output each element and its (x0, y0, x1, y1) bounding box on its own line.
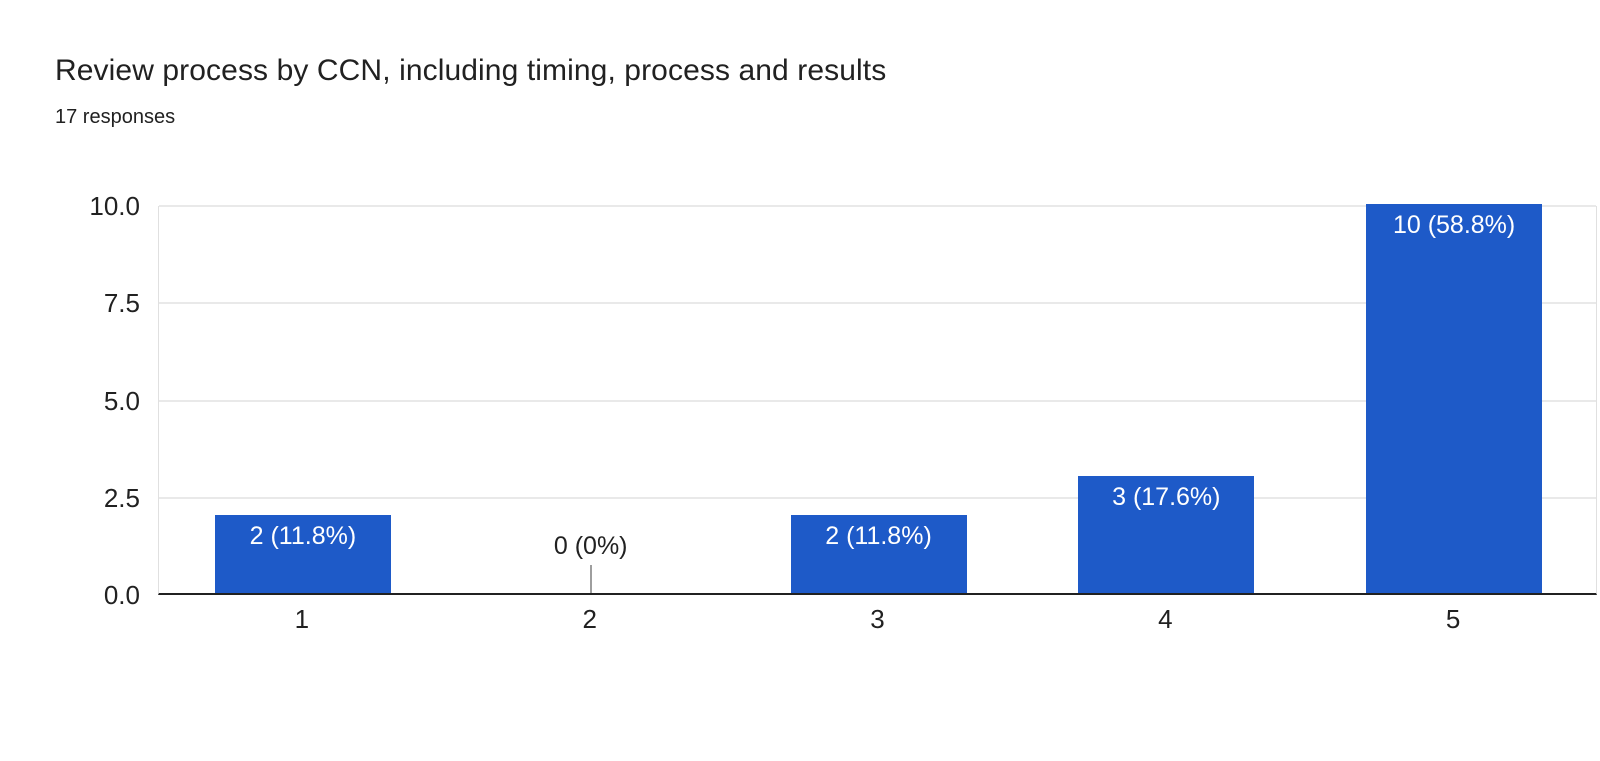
x-axis: 1 2 3 4 5 (158, 603, 1597, 637)
bar-category-5[interactable]: 10 (58.8%) (1366, 204, 1543, 593)
y-axis: 0.0 2.5 5.0 7.5 10.0 (0, 191, 140, 610)
question-title: Review process by CCN, including timing,… (55, 54, 887, 87)
x-tick-label: 5 (1445, 604, 1461, 634)
zero-bar-stem-category-2[interactable] (589, 565, 592, 593)
bar-category-3[interactable]: 2 (11.8%) (790, 515, 967, 593)
x-tick-label: 3 (870, 604, 885, 634)
bar-value-label: 10 (58.8%) (1392, 211, 1516, 239)
y-tick-label: 5.0 (103, 385, 140, 416)
bar-value-label: 3 (17.6%) (1112, 483, 1221, 512)
plot-area: 2 (11.8%) 0 (0%) 2 (11.8%) 3 (17.6%) 10 (58.… (158, 204, 1597, 595)
gridline-5.0 (159, 399, 1596, 402)
x-tick-label: 1 (294, 604, 310, 634)
x-tick-label: 2 (582, 604, 597, 634)
x-tick-label: 4 (1158, 604, 1173, 634)
gridline-7.5 (159, 302, 1596, 305)
bar-category-1[interactable]: 2 (11.8%) (214, 515, 391, 593)
y-tick-label: 7.5 (103, 288, 140, 319)
response-count: 17 responses (55, 106, 176, 128)
y-tick-label: 10.0 (89, 191, 140, 221)
chart-header: Review process by CCN, including timing,… (55, 52, 886, 130)
y-tick-label: 0.0 (103, 580, 140, 610)
zero-bar-value-label: 0 (0%) (553, 532, 628, 560)
bar-value-label: 2 (11.8%) (825, 522, 932, 551)
gridline-2.5 (159, 496, 1596, 499)
bar-category-4[interactable]: 3 (17.6%) (1078, 476, 1255, 593)
y-tick-label: 2.5 (103, 482, 140, 513)
bar-value-label: 2 (11.8%) (249, 522, 357, 551)
gridline-10.0 (159, 205, 1596, 207)
